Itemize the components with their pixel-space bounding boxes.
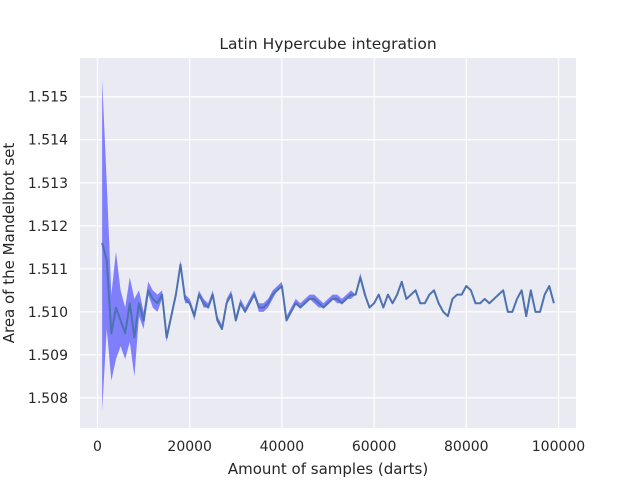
x-axis-label: Amount of samples (darts) [228, 460, 428, 478]
series-line [101, 242, 555, 339]
x-tick-label: 20000 [167, 439, 212, 455]
chart-title: Latin Hypercube integration [219, 35, 436, 53]
x-tick-label: 80000 [444, 439, 489, 455]
tick-labels: 0 20000 40000 60000 80000 100000 1.508 1.509 1.5… [28, 90, 585, 455]
y-tick-label: 1.509 [28, 348, 68, 364]
y-axis-label: Area of the Mandelbrot set [0, 143, 18, 344]
y-tick-label: 1.514 [28, 133, 68, 149]
y-tick-label: 1.510 [28, 305, 68, 321]
plot-area [80, 58, 576, 428]
grid-lines [80, 58, 576, 428]
x-tick-label: 0 [93, 439, 102, 455]
y-tick-label: 1.515 [28, 90, 68, 106]
series-line-layer [101, 242, 555, 339]
x-tick-label: 100000 [532, 439, 585, 455]
x-tick-label: 60000 [352, 439, 397, 455]
y-tick-label: 1.513 [28, 176, 68, 192]
y-tick-label: 1.511 [28, 262, 68, 278]
x-tick-label: 40000 [260, 439, 305, 455]
y-tick-label: 1.512 [28, 219, 68, 235]
y-tick-label: 1.508 [28, 391, 68, 407]
